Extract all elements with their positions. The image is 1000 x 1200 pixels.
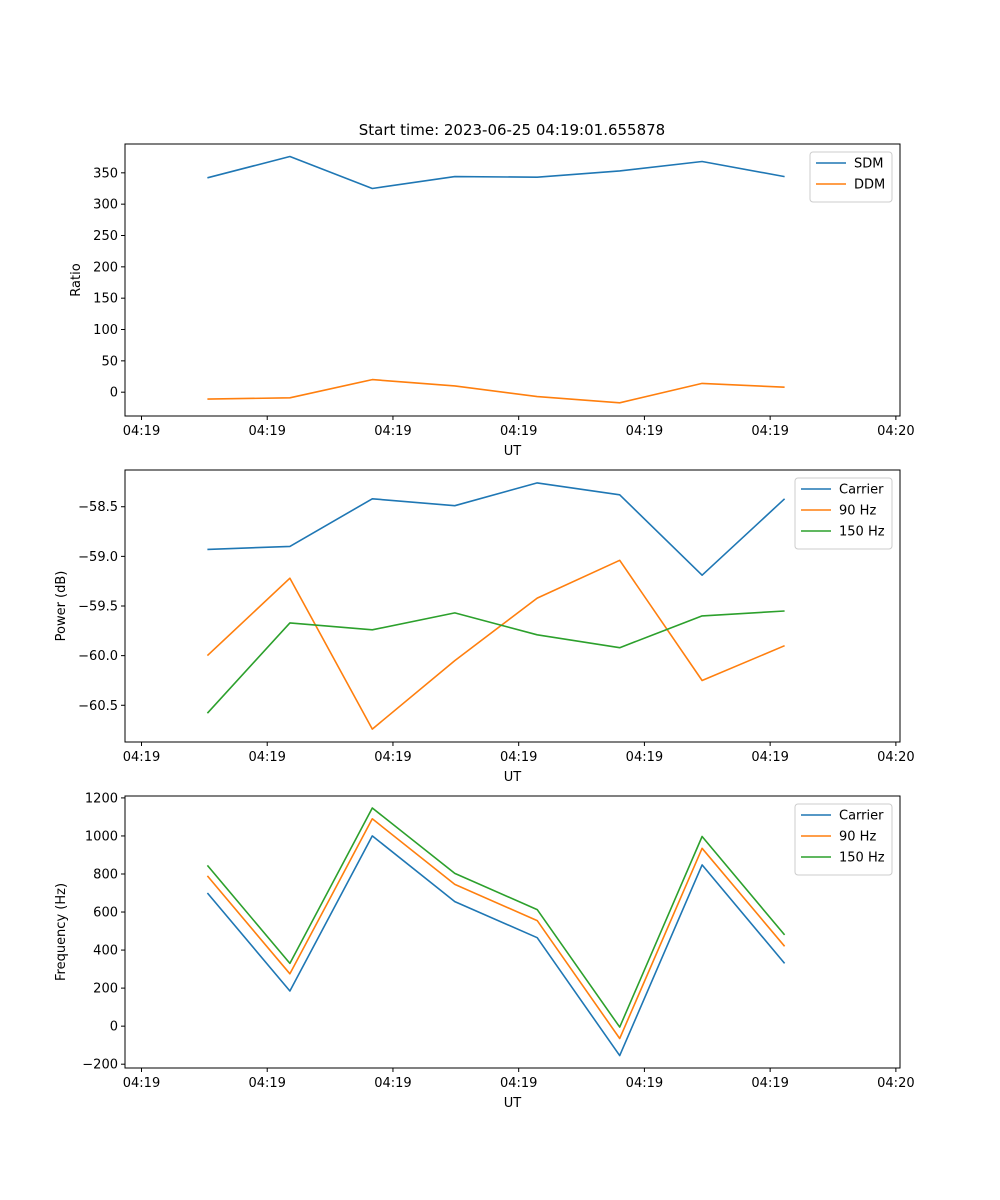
x-axis-label: UT <box>504 770 522 785</box>
y-tick-label: 400 <box>93 944 118 959</box>
chart-title: Start time: 2023-06-25 04:19:01.655878 <box>359 121 665 139</box>
axes-frame <box>124 795 901 1069</box>
y-tick-label: −60.0 <box>78 649 118 664</box>
x-tick-label: 04:19 <box>751 750 788 765</box>
x-tick-label: 04:19 <box>626 424 663 439</box>
x-tick-label: 04:19 <box>374 750 411 765</box>
y-axis-label: Power (dB) <box>54 571 69 642</box>
y-tick-label: −59.5 <box>78 600 118 615</box>
y-tick-label: 800 <box>93 867 118 882</box>
x-tick-label: 04:19 <box>500 1076 537 1091</box>
x-tick-label: 04:19 <box>500 424 537 439</box>
y-tick-label: 200 <box>93 982 118 997</box>
y-tick-label: −59.0 <box>78 550 118 565</box>
legend: Carrier 90 Hz 150 Hz <box>794 477 893 550</box>
series-line-150-hz <box>206 807 786 1028</box>
y-tick-label: −58.5 <box>78 500 118 515</box>
panel-1: 04:19 04:19 04:19 04:19 04:19 04:19 04:20 0 50 10… <box>69 143 915 459</box>
legend-label: 150 Hz <box>839 525 885 540</box>
x-tick-label: 04:19 <box>500 750 537 765</box>
y-tick-label: 600 <box>93 906 118 921</box>
y-tick-label: −200 <box>82 1058 118 1073</box>
series-line-carrier <box>206 835 786 1057</box>
x-tick-label: 04:20 <box>877 750 914 765</box>
legend-label: Carrier <box>839 809 884 824</box>
y-tick-label: 1000 <box>85 829 118 844</box>
x-tick-label: 04:19 <box>123 750 160 765</box>
y-tick-label: 300 <box>93 198 118 213</box>
y-tick-label: −60.5 <box>78 699 118 714</box>
y-tick-label: 1200 <box>85 791 118 806</box>
legend-label: 90 Hz <box>839 830 876 845</box>
series-line-90-hz <box>206 559 785 730</box>
series-line-ddm <box>207 378 785 404</box>
x-tick-label: 04:19 <box>374 1076 411 1091</box>
y-tick-label: 50 <box>101 354 118 369</box>
y-tick-label: 350 <box>93 166 118 181</box>
legend-label: 150 Hz <box>839 851 885 866</box>
legend-label: SDM <box>854 157 883 172</box>
legend-label: 90 Hz <box>839 504 876 519</box>
series-line-sdm <box>207 155 785 190</box>
x-tick-label: 04:19 <box>248 1076 285 1091</box>
x-tick-label: 04:19 <box>374 424 411 439</box>
legend: Carrier 90 Hz 150 Hz <box>794 803 893 876</box>
axes-frame <box>124 143 901 417</box>
x-tick-label: 04:19 <box>248 424 285 439</box>
panels: 04:19 04:19 04:19 04:19 04:19 04:19 04:20 0 50 10… <box>54 143 915 1111</box>
series-line-carrier <box>207 482 786 577</box>
x-tick-label: 04:19 <box>751 424 788 439</box>
series-line-90-hz <box>206 817 786 1040</box>
legend-box <box>809 151 893 203</box>
y-tick-label: 0 <box>110 386 118 401</box>
x-tick-label: 04:20 <box>877 424 914 439</box>
panel-2: 04:19 04:19 04:19 04:19 04:19 04:19 04:20 −60.5… <box>54 469 915 785</box>
legend: SDM DDM <box>809 151 893 203</box>
x-tick-label: 04:19 <box>248 750 285 765</box>
y-tick-label: 150 <box>93 292 118 307</box>
x-tick-label: 04:19 <box>751 1076 788 1091</box>
series-line-150-hz <box>206 610 785 714</box>
legend-label: Carrier <box>839 483 884 498</box>
x-axis-label: UT <box>504 444 522 459</box>
y-tick-label: 250 <box>93 229 118 244</box>
y-axis-label: Frequency (Hz) <box>54 883 69 981</box>
panel-3: 04:19 04:19 04:19 04:19 04:19 04:19 04:20 −200 0… <box>54 791 915 1111</box>
y-axis-label: Ratio <box>69 263 84 296</box>
y-tick-label: 100 <box>93 323 118 338</box>
legend-label: DDM <box>854 178 885 193</box>
x-tick-label: 04:19 <box>123 1076 160 1091</box>
y-tick-label: 0 <box>110 1020 118 1035</box>
x-tick-label: 04:19 <box>626 1076 663 1091</box>
x-tick-label: 04:20 <box>877 1076 914 1091</box>
x-axis-label: UT <box>504 1096 522 1111</box>
y-tick-label: 200 <box>93 260 118 275</box>
x-tick-label: 04:19 <box>626 750 663 765</box>
x-tick-label: 04:19 <box>123 424 160 439</box>
